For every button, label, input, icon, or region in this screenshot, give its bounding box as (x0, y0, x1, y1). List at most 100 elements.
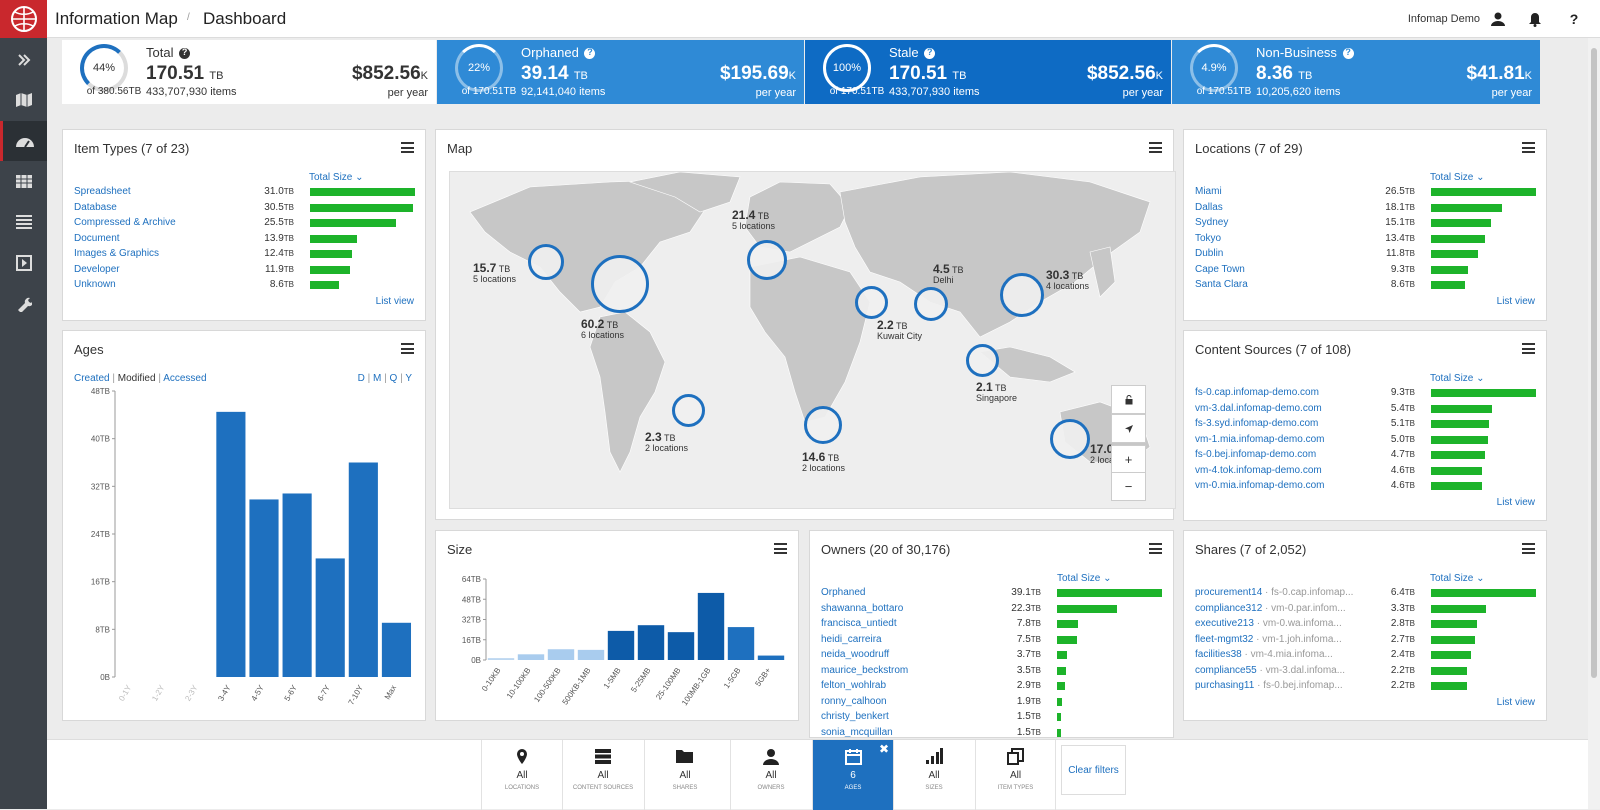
list-item-name[interactable]: vm-0.mia.infomap-demo.com (1195, 480, 1325, 491)
chart-bar[interactable] (697, 592, 725, 660)
menu-icon[interactable] (1522, 543, 1535, 554)
list-item-name[interactable]: Cape Town (1195, 263, 1245, 275)
list-item-name[interactable]: vm-1.mia.infomap-demo.com (1195, 433, 1325, 445)
summary-stale-card[interactable]: 100% of 170.51TB Stale 170.51 TB 433,707… (805, 40, 1171, 104)
list-item[interactable]: ronny_calhoon 1.9TB (821, 695, 1162, 711)
chart-bar[interactable] (727, 627, 755, 660)
map-bubble[interactable] (1000, 273, 1044, 317)
chart-bar[interactable] (607, 630, 635, 660)
chart-bar[interactable] (517, 654, 545, 660)
user-icon[interactable] (1488, 9, 1508, 29)
list-view-link[interactable]: List view (1496, 497, 1535, 508)
list-item[interactable]: Sydney 15.1TB (1195, 216, 1535, 232)
menu-icon[interactable] (774, 543, 787, 554)
list-nav-icon[interactable] (0, 201, 47, 241)
chart-bar[interactable] (487, 658, 515, 660)
filter-ages[interactable]: ✖ 6 AGES (812, 740, 893, 810)
menu-icon[interactable] (401, 343, 414, 354)
chart-bar[interactable] (637, 625, 665, 660)
list-item-name[interactable]: Miami (1195, 186, 1222, 197)
list-item[interactable]: Document 13.9TB (74, 232, 414, 248)
list-item[interactable]: Cape Town 9.3TB (1195, 263, 1535, 279)
list-item-name[interactable]: executive213 · vm-0.wa.infoma... (1195, 618, 1342, 629)
list-item[interactable]: Unknown 8.6TB (74, 278, 414, 294)
map-nav-icon[interactable] (0, 80, 47, 120)
list-item-name[interactable]: Spreadsheet (74, 186, 131, 197)
list-item-name[interactable]: christy_benkert (821, 711, 889, 722)
menu-icon[interactable] (1522, 142, 1535, 153)
sort-dropdown[interactable]: Total Size ⌄ (1430, 373, 1485, 384)
summary-orphaned-card[interactable]: 22% of 170.51TB Orphaned 39.14 TB 92,141… (437, 40, 804, 104)
list-item-name[interactable]: Dublin (1195, 248, 1224, 259)
menu-icon[interactable] (1149, 543, 1162, 554)
list-item-name[interactable]: vm-4.tok.infomap-demo.com (1195, 464, 1322, 476)
granularity-m[interactable]: M (373, 373, 382, 384)
user-name[interactable]: Infomap Demo (1407, 13, 1480, 25)
list-item[interactable]: Developer 11.9TB (74, 263, 414, 279)
list-item-name[interactable]: purchasing11 · fs-0.bej.infomap... (1195, 680, 1343, 691)
list-item[interactable]: fs-0.cap.infomap-demo.com 9.3TB (1195, 386, 1536, 402)
list-item[interactable]: Tokyo 13.4TB (1195, 232, 1535, 248)
table-nav-icon[interactable] (0, 161, 47, 201)
page-scrollbar[interactable] (1588, 38, 1600, 809)
bell-icon[interactable] (1525, 9, 1545, 29)
list-item[interactable]: procurement14 · fs-0.cap.infomap... 6.4TB (1195, 586, 1536, 602)
list-item[interactable]: Compressed & Archive 25.5TB (74, 216, 414, 232)
modified-link[interactable]: Modified (117, 373, 156, 384)
map-zoom-out-button[interactable]: − (1111, 472, 1146, 501)
list-item-name[interactable]: ronny_calhoon (821, 695, 887, 707)
chart-bar[interactable] (667, 632, 695, 660)
list-item[interactable]: compliance312 · vm-0.par.infom... 3.3TB (1195, 602, 1535, 618)
list-item[interactable]: neida_woodruff 3.7TB (821, 648, 1162, 664)
map-bubble[interactable] (1050, 419, 1090, 459)
list-item[interactable]: vm-3.dal.infomap-demo.com 5.4TB (1195, 402, 1535, 418)
list-item[interactable]: vm-1.mia.infomap-demo.com 5.0TB (1195, 433, 1535, 449)
list-item-name[interactable]: facilities38 · vm-4.mia.infoma... (1195, 649, 1333, 660)
chart-bar[interactable] (216, 411, 246, 677)
map-zoom-in-button[interactable]: + (1111, 445, 1146, 474)
list-item[interactable]: felton_wohlrab 2.9TB (821, 679, 1162, 695)
list-item[interactable]: francisca_untiedt 7.8TB (821, 617, 1162, 633)
list-item-name[interactable]: Document (74, 232, 120, 244)
list-item-name[interactable]: procurement14 · fs-0.cap.infomap... (1195, 587, 1354, 598)
chart-bar[interactable] (348, 462, 378, 678)
list-item-name[interactable]: Tokyo (1195, 232, 1222, 244)
list-item-name[interactable]: neida_woodruff (821, 649, 890, 660)
filter-locations[interactable]: All LOCATIONS (481, 740, 562, 810)
map-bubble[interactable] (914, 287, 948, 321)
granularity-q[interactable]: Q (389, 373, 398, 384)
list-item[interactable]: vm-4.tok.infomap-demo.com 4.6TB (1195, 464, 1535, 480)
list-item-name[interactable]: fs-0.cap.infomap-demo.com (1195, 387, 1319, 398)
list-item[interactable]: sonia_mcquillan 1.5TB (821, 726, 1162, 737)
chart-bar[interactable] (381, 622, 412, 677)
list-item-name[interactable]: shawanna_bottaro (821, 602, 904, 614)
chart-bar[interactable] (315, 558, 345, 677)
app-logo-icon[interactable] (0, 0, 47, 38)
chart-bar[interactable] (757, 655, 785, 660)
list-item-name[interactable]: Dallas (1195, 201, 1223, 213)
list-item[interactable]: purchasing11 · fs-0.bej.infomap... 2.2TB (1195, 679, 1535, 695)
list-item[interactable]: Miami 26.5TB (1195, 185, 1536, 201)
list-item[interactable]: compliance55 · vm-3.dal.infoma... 2.2TB (1195, 664, 1535, 680)
map-bubble[interactable] (672, 394, 705, 427)
list-item-name[interactable]: Unknown (74, 279, 116, 290)
list-item-name[interactable]: francisca_untiedt (821, 618, 897, 629)
list-view-link[interactable]: List view (375, 296, 414, 307)
help-icon[interactable] (179, 47, 191, 60)
filter-owners[interactable]: All OWNERS (730, 740, 811, 810)
list-item-name[interactable]: maurice_beckstrom (821, 664, 909, 676)
chart-bar[interactable] (577, 649, 605, 660)
list-item-name[interactable]: Images & Graphics (74, 248, 160, 259)
list-item-name[interactable]: fleet-mgmt32 · vm-1.joh.infoma... (1195, 633, 1342, 645)
help-icon[interactable] (584, 47, 596, 60)
accessed-link[interactable]: Accessed (163, 373, 207, 384)
list-item[interactable]: heidi_carreira 7.5TB (821, 633, 1162, 649)
map-lock-button[interactable] (1111, 385, 1146, 414)
list-item-name[interactable]: Orphaned (821, 587, 866, 598)
menu-icon[interactable] (401, 142, 414, 153)
sort-dropdown[interactable]: Total Size ⌄ (1430, 573, 1485, 584)
map-locate-button[interactable] (1111, 414, 1146, 443)
list-item[interactable]: vm-0.mia.infomap-demo.com 4.6TB (1195, 479, 1535, 495)
dashboard-nav-icon[interactable] (0, 121, 47, 161)
list-item[interactable]: Images & Graphics 12.4TB (74, 247, 414, 263)
